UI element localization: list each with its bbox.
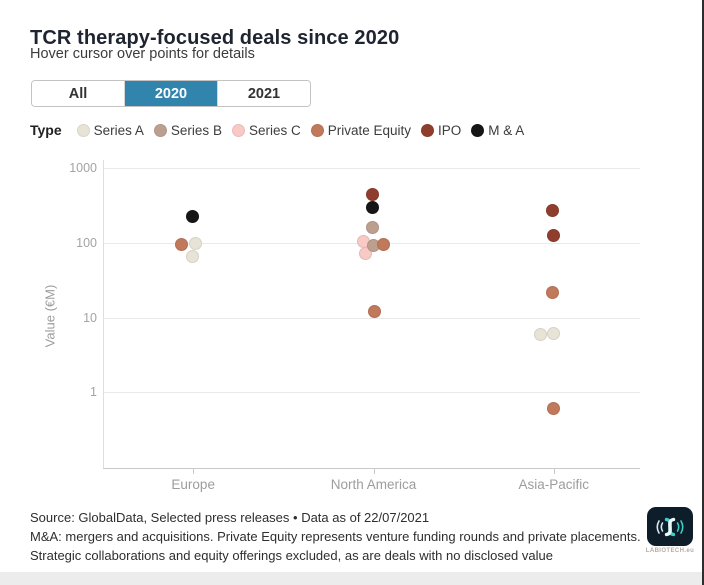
legend-swatch-icon <box>153 123 167 137</box>
page-title: TCR therapy-focused deals since 2020 <box>30 27 400 50</box>
legend-item-label: Series C <box>248 122 301 138</box>
ytick-label-1: 1 <box>90 385 97 400</box>
tab-all[interactable]: All <box>32 81 125 106</box>
legend-item-label: Private Equity <box>327 122 412 138</box>
legend-item-ipo: IPO <box>421 123 461 138</box>
legend-item-label: Series B <box>170 122 222 138</box>
data-point[interactable] <box>547 402 561 416</box>
legend-swatch-icon <box>76 123 90 137</box>
footer: Source: GlobalData, Selected press relea… <box>30 510 645 565</box>
footnote-text: M&A: mergers and acquisitions. Private E… <box>30 529 641 563</box>
labiotech-logo: LABIOTECH.eu <box>644 507 696 554</box>
data-point[interactable] <box>547 229 561 243</box>
x-axis-line <box>103 468 640 469</box>
year-filter-tabs: All 2020 2021 <box>31 80 311 107</box>
data-point[interactable] <box>377 237 390 251</box>
legend-swatch-icon <box>231 123 245 137</box>
gridline-1000 <box>103 168 640 170</box>
dna-sound-icon <box>656 517 684 536</box>
page-subtitle: Hover cursor over points for details <box>30 46 255 62</box>
gridline-10 <box>103 317 640 319</box>
data-point[interactable] <box>547 327 561 341</box>
category-label-asia-pacific: Asia-Pacific <box>518 477 590 492</box>
tab-2020[interactable]: 2020 <box>125 81 218 106</box>
data-point[interactable] <box>368 305 381 319</box>
data-point[interactable] <box>174 237 188 251</box>
category-label-europe: Europe <box>171 477 215 492</box>
ytick-label-10: 10 <box>83 310 97 325</box>
x-axis-tick <box>553 468 555 474</box>
legend-swatch-icon <box>421 123 435 137</box>
legend-title: Type <box>30 122 62 138</box>
data-point[interactable] <box>366 187 379 201</box>
tab-2021[interactable]: 2021 <box>218 81 310 106</box>
data-point[interactable] <box>188 237 202 251</box>
legend-item-series-a: Series A <box>76 122 144 138</box>
legend-item-series-c: Series C <box>231 122 301 138</box>
labiotech-logo-icon <box>647 507 693 546</box>
gridline-1 <box>103 392 640 394</box>
data-point[interactable] <box>534 328 548 342</box>
legend-swatch-icon <box>471 123 485 137</box>
x-axis-tick <box>373 468 375 474</box>
labiotech-logo-text: LABIOTECH.eu <box>645 548 695 554</box>
legend: Type Series A Series B Series C Private Equ… <box>30 122 527 138</box>
data-point[interactable] <box>366 200 379 214</box>
legend-item-m-a: M & A <box>471 123 524 138</box>
legend-item-label: IPO <box>438 122 462 138</box>
category-label-north-america: North America <box>330 477 417 492</box>
data-point[interactable] <box>185 209 199 223</box>
legend-swatch-icon <box>310 123 324 137</box>
ytick-label-100: 100 <box>76 236 97 250</box>
legend-item-label: Series A <box>93 122 144 138</box>
data-point[interactable] <box>546 285 560 299</box>
legend-item-label: M & A <box>488 122 525 138</box>
data-point[interactable] <box>366 221 379 235</box>
source-text: Source: GlobalData, Selected press relea… <box>30 510 430 525</box>
ytick-label-1000: 1000 <box>69 161 97 176</box>
y-axis-line <box>103 160 104 468</box>
x-axis-tick <box>193 468 195 474</box>
screenshot-right-border <box>702 0 704 585</box>
legend-item-private-equity: Private Equity <box>310 122 412 138</box>
bottom-strip <box>0 572 704 585</box>
data-point[interactable] <box>185 249 199 263</box>
data-point[interactable] <box>546 204 560 218</box>
legend-item-series-b: Series B <box>153 122 222 138</box>
